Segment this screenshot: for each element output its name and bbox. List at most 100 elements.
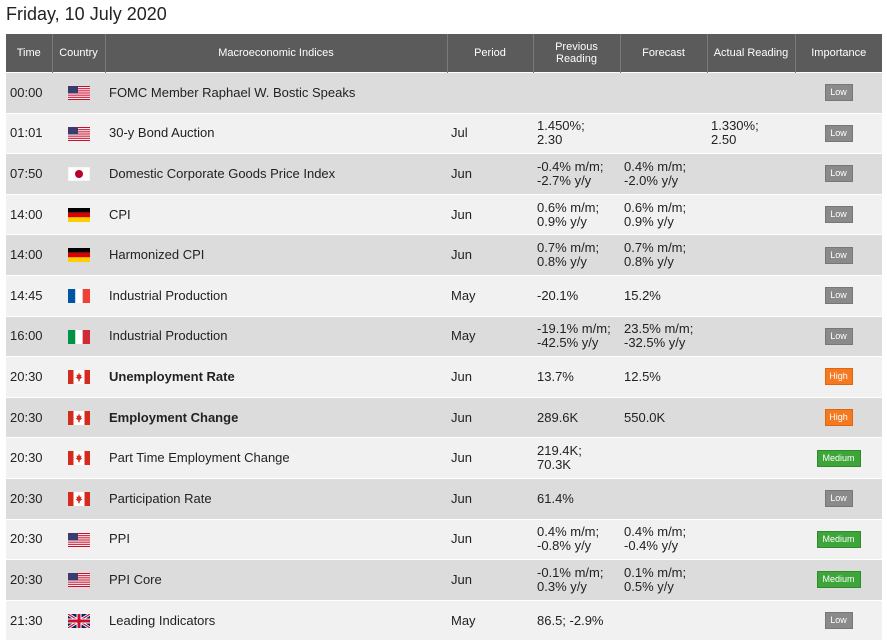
previous-reading-cell: 1.450%;2.30 [533,113,620,154]
importance-cell: Low [795,235,882,276]
prev-line-1: 13.7% [537,369,574,384]
importance-badge: Low [825,84,853,101]
page-title: Friday, 10 July 2020 [6,4,167,25]
previous-reading-cell: -19.1% m/m;-42.5% y/y [533,316,620,357]
time-cell: 20:30 [6,519,52,560]
time-cell: 14:00 [6,235,52,276]
prev-line-1: 61.4% [537,491,574,506]
prev-line-2: 70.3K [537,457,571,472]
country-cell [52,194,105,235]
fc-line-1: 23.5% m/m; [624,321,693,336]
actual-reading-cell [707,275,795,316]
country-cell [52,438,105,479]
fc-line-1: 550.0K [624,410,665,425]
fc-line-2: -2.0% y/y [624,173,678,188]
period-cell: Jun [447,397,533,438]
time-cell: 20:30 [6,478,52,519]
previous-reading-cell: 0.6% m/m;0.9% y/y [533,194,620,235]
forecast-cell [620,478,707,519]
prev-line-1: 219.4K; [537,443,582,458]
indicator-name: Part Time Employment Change [105,438,447,479]
importance-badge: Medium [817,450,861,467]
country-cell [52,560,105,601]
fc-line-1: 0.4% m/m; [624,159,686,174]
actual-reading-cell [707,560,795,601]
forecast-cell: 0.1% m/m;0.5% y/y [620,560,707,601]
importance-cell: Medium [795,438,882,479]
col-header-period: Period [447,34,533,73]
indicator-name: Employment Change [105,397,447,438]
indicator-name: Harmonized CPI [105,235,447,276]
previous-reading-cell: 0.7% m/m;0.8% y/y [533,235,620,276]
gb-flag-icon [68,614,90,628]
country-cell [52,397,105,438]
previous-reading-cell: -20.1% [533,275,620,316]
it-flag-icon [68,330,90,344]
importance-cell: Medium [795,519,882,560]
importance-cell: Low [795,275,882,316]
prev-line-2: 0.3% y/y [537,579,587,594]
importance-badge: Low [825,490,853,507]
forecast-cell [620,73,707,114]
actual-reading-cell [707,73,795,114]
previous-reading-cell: 61.4% [533,478,620,519]
de-flag-icon [68,248,90,262]
prev-line-2: -0.8% y/y [537,538,591,553]
period-cell: May [447,316,533,357]
actual-reading-cell [707,478,795,519]
time-cell: 20:30 [6,357,52,398]
fc-line-2: 0.9% y/y [624,214,674,229]
de-flag-icon [68,208,90,222]
importance-badge: High [825,368,853,385]
importance-badge: Low [825,612,853,629]
importance-badge: Medium [817,571,861,588]
fc-line-1: 12.5% [624,369,661,384]
forecast-cell: 0.4% m/m;-0.4% y/y [620,519,707,560]
prev-line-1: 86.5; -2.9% [537,613,604,628]
period-cell: May [447,600,533,640]
prev-line-2: 0.9% y/y [537,214,587,229]
indicator-name: Leading Indicators [105,600,447,640]
importance-badge: Low [825,287,853,304]
fc-line-1: 0.4% m/m; [624,524,686,539]
forecast-cell: 550.0K [620,397,707,438]
forecast-cell [620,600,707,640]
col-header-country: Country [52,34,105,73]
time-cell: 16:00 [6,316,52,357]
economic-calendar-table: Time Country Macroeconomic Indices Perio… [6,34,882,640]
us-flag-icon [68,533,90,547]
period-cell: Jun [447,235,533,276]
prev-line-1: -0.4% m/m; [537,159,603,174]
prev-line-2: -2.7% y/y [537,173,591,188]
importance-badge: High [825,409,853,426]
fc-line-1: 0.7% m/m; [624,240,686,255]
importance-badge: Low [825,165,853,182]
forecast-cell [620,113,707,154]
prev-line-1: 0.4% m/m; [537,524,599,539]
prev-line-1: -0.1% m/m; [537,565,603,580]
previous-reading-cell [533,73,620,114]
time-cell: 01:01 [6,113,52,154]
importance-cell: High [795,357,882,398]
indicator-name: Industrial Production [105,275,447,316]
importance-cell: Low [795,478,882,519]
forecast-cell: 0.6% m/m;0.9% y/y [620,194,707,235]
indicator-name: PPI [105,519,447,560]
previous-reading-cell: 86.5; -2.9% [533,600,620,640]
fc-line-2: -0.4% y/y [624,538,678,553]
previous-reading-cell: 219.4K;70.3K [533,438,620,479]
fc-line-1: 0.6% m/m; [624,200,686,215]
importance-cell: Medium [795,560,882,601]
ca-flag-icon [68,451,90,465]
actual-reading-cell [707,397,795,438]
us-flag-icon [68,86,90,100]
previous-reading-cell: 13.7% [533,357,620,398]
indicator-name: 30-y Bond Auction [105,113,447,154]
country-cell [52,478,105,519]
